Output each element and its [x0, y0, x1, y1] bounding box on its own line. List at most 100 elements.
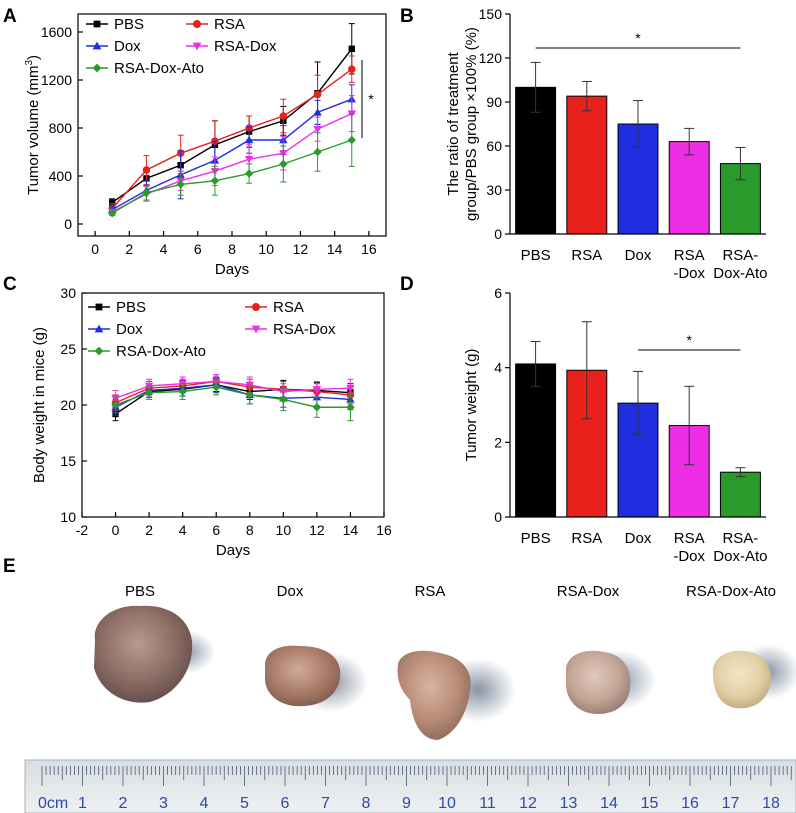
ruler-number: 11 [479, 795, 496, 812]
legend-label: Dox [116, 321, 143, 338]
legend: PBS RSA Dox RSA-Dox RSA-Dox-Ato [86, 16, 277, 77]
y-tick-label: 30 [60, 285, 76, 301]
x-axis-label: Days [215, 261, 249, 278]
ruler-number: 15 [641, 795, 659, 812]
data-point [313, 90, 322, 99]
y-tick-label: 120 [479, 50, 503, 66]
legend-label: RSA-Dox-Ato [116, 343, 206, 360]
y-tick-label: 6 [494, 285, 502, 301]
data-point [347, 135, 356, 145]
photo-label-rsa: RSA [415, 583, 446, 600]
ruler [24, 759, 796, 813]
ruler-number: 1 [78, 795, 87, 812]
y-axis-label-sup: 3 [24, 60, 35, 66]
data-point [245, 381, 254, 390]
tumor-pbs [94, 605, 193, 703]
bar-rsa [566, 95, 608, 235]
ruler-number: 13 [560, 795, 578, 812]
bar-pbs [515, 363, 557, 518]
tumor-dox [265, 645, 341, 707]
x-tick-label: 4 [179, 522, 187, 538]
ruler-number: 6 [281, 795, 290, 812]
y-tick-label: 90 [486, 94, 502, 110]
data-point [312, 386, 322, 394]
photo-label-rsa-dox: RSA-Dox [557, 583, 620, 600]
legend: PBS RSA Dox RSA-Dox RSA-Dox-Ato [88, 299, 336, 360]
data-point [212, 382, 221, 392]
y-tick-label: 400 [49, 168, 73, 184]
y-tick-label: 800 [49, 120, 73, 136]
data-point [348, 45, 355, 52]
data-point [142, 188, 151, 197]
y-tick-label: 20 [60, 397, 76, 413]
y-axis-label-close: ) [25, 55, 42, 60]
category-label: PBS [521, 247, 551, 264]
category-label: PBS [521, 530, 551, 547]
x-tick-label: 2 [145, 522, 153, 538]
y-tick-label: 0 [64, 216, 72, 232]
data-point [244, 135, 254, 144]
x-tick-label: 2 [125, 241, 133, 257]
y-axis-label-line1: The ratio of treatment [445, 51, 462, 195]
y-tick-label: 30 [486, 182, 502, 198]
ruler-number: 17 [722, 795, 740, 812]
legend-marker [92, 41, 102, 50]
x-tick-label: 16 [376, 522, 392, 538]
panel-label-d: D [400, 274, 414, 295]
ruler-numbers: 1 2 3 4 5 6 7 8 9 10 11 12 13 14 15 16 17 18 [78, 795, 780, 812]
ruler-number: 16 [681, 795, 699, 812]
ruler-number: 5 [240, 795, 249, 812]
category-label: RSA [674, 247, 705, 264]
y-axis-label-line2: group/PBS group ×100% (%) [463, 27, 480, 221]
data-point [109, 199, 116, 206]
series-line [111, 98, 353, 211]
legend-label: PBS [114, 16, 144, 33]
legend-marker [94, 346, 104, 356]
chart-b-ratio: PBS RSA Dox RSA-DoxRSA-Dox-Ato0306090120150… [445, 6, 767, 282]
legend-marker [93, 20, 101, 28]
series-line [115, 380, 351, 404]
x-tick-label: 12 [293, 241, 309, 257]
ruler-number: 12 [519, 795, 537, 812]
panel-label-e: E [3, 556, 16, 577]
legend-marker [95, 303, 103, 311]
series-rsa-dox-ato [108, 113, 356, 218]
ruler-number: 18 [762, 795, 780, 812]
legend-marker [92, 63, 102, 73]
x-tick-label: -2 [76, 522, 89, 538]
data-point [210, 176, 220, 185]
x-tick-label: 0 [112, 522, 120, 538]
tumor-rsa-dox [566, 650, 631, 714]
legend-label: PBS [116, 299, 146, 316]
data-point [279, 395, 288, 404]
x-axis-label: Days [216, 542, 250, 559]
data-point [313, 147, 322, 157]
panel-label-b: B [400, 6, 414, 27]
series-line [115, 380, 351, 399]
x-tick-label: 8 [228, 241, 236, 257]
category-label: Dox-Ato [713, 265, 767, 282]
legend-label: RSA-Dox [273, 321, 336, 338]
legend-label: RSA [273, 299, 304, 316]
ruler-number: 4 [200, 795, 209, 812]
data-point [111, 400, 120, 410]
category-label: RSA- [722, 247, 758, 264]
ruler-number: 2 [119, 795, 128, 812]
x-tick-label: 14 [343, 522, 359, 538]
data-point [142, 166, 151, 174]
y-tick-label: 25 [60, 341, 76, 357]
data-point [346, 385, 355, 393]
x-tick-label: 16 [361, 241, 377, 257]
category-label: RSA- [722, 530, 758, 547]
data-point [144, 388, 154, 397]
y-tick-label: 4 [494, 360, 502, 376]
y-tick-label: 0 [494, 509, 502, 525]
y-tick-label: 15 [60, 453, 76, 469]
y-tick-label: 1200 [41, 72, 72, 88]
y-tick-label: 150 [479, 6, 503, 22]
bar-dox [617, 123, 659, 235]
data-point [244, 169, 254, 178]
x-tick-label: 6 [194, 241, 202, 257]
category-label: -Dox [673, 548, 705, 565]
